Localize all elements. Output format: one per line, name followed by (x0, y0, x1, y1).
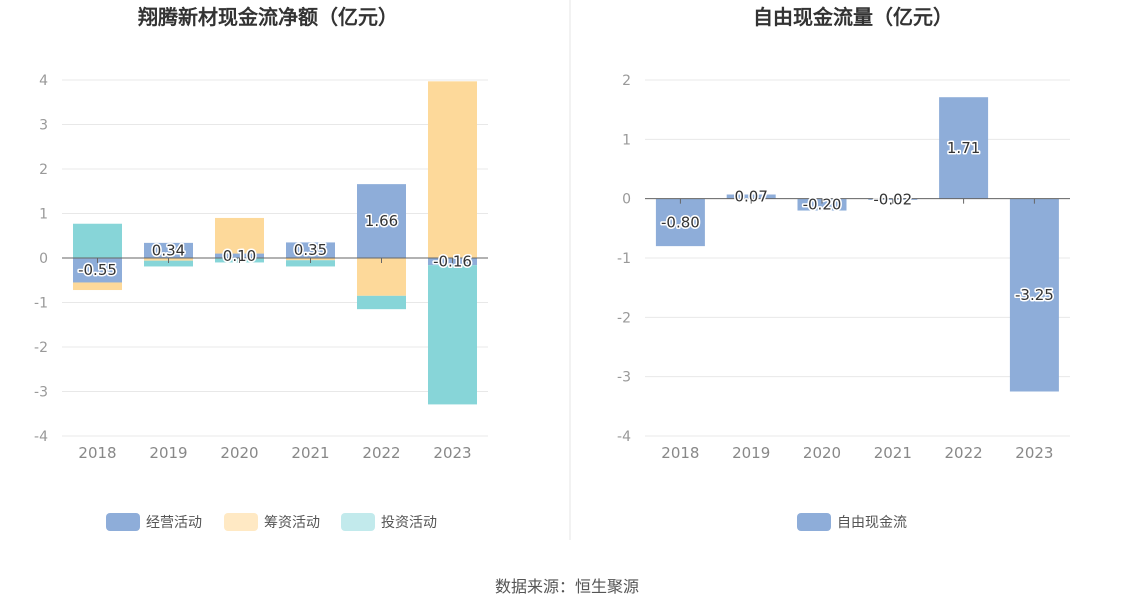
bar-2-2020[interactable] (215, 217, 264, 254)
free-cashflow-x-axis: 2018 2019 2020 2021 2022 2023 (661, 198, 1053, 462)
bar-1-2022[interactable] (939, 97, 989, 199)
bar-3-2018[interactable] (73, 223, 122, 258)
y-tick-label: 2 (622, 73, 631, 89)
x-tick-label: 2022 (945, 444, 983, 462)
bar-1-2019[interactable] (144, 242, 193, 258)
data-label: 0.35 (294, 241, 327, 259)
free-cashflow-data-labels: -0.800.07 -0.20 -0.021.71-3.25 (659, 137, 1055, 305)
x-tick-label: 2020 (803, 444, 841, 462)
x-tick-label: 2020 (220, 444, 258, 462)
free-cashflow-chart-title: 自由现金流量（亿元） (753, 5, 953, 29)
bar-1-2021[interactable] (286, 242, 335, 258)
y-tick-label: -3 (34, 385, 48, 401)
y-tick-label: -4 (34, 429, 48, 445)
free-cashflow-y-axis: 2 1 0 -1 -2 -3 -4 (617, 73, 631, 445)
bar-2-2023[interactable] (428, 81, 477, 259)
legend-swatch-operating (106, 513, 140, 531)
data-label: 1.71 (947, 139, 980, 157)
bar-2-2018[interactable] (73, 282, 122, 291)
bar-1-2019[interactable] (726, 194, 776, 199)
y-tick-label: 2 (39, 162, 48, 178)
legend-label-operating: 经营活动 (146, 515, 202, 531)
free-cashflow-chart: 自由现金流量（亿元） 210-1-2-3-4 -0.800.07 -0.20 -0.… (617, 5, 1070, 531)
bar-3-2019[interactable] (144, 260, 193, 267)
y-tick-label: 3 (39, 118, 48, 134)
bar-1-2023[interactable] (1009, 198, 1059, 392)
cashflow-net-bars (73, 81, 477, 405)
free-cashflow-grid (645, 79, 1070, 437)
free-cashflow-legend: 自由现金流 (797, 513, 907, 531)
y-tick-label: -3 (617, 370, 631, 386)
y-tick-label: -2 (617, 310, 631, 326)
y-tick-label: 0 (622, 192, 631, 208)
legend-item-free-cashflow[interactable]: 自由现金流 (797, 513, 907, 531)
data-label: -3.25 (1015, 286, 1054, 304)
legend-item-operating[interactable]: 经营活动 (106, 513, 202, 531)
data-source-note: 数据来源：恒生聚源 (495, 577, 639, 596)
x-tick-label: 2019 (149, 444, 187, 462)
y-tick-label: -1 (617, 251, 631, 267)
y-tick-label: -1 (34, 296, 48, 312)
y-tick-label: 0 (39, 251, 48, 267)
x-tick-label: 2018 (661, 444, 699, 462)
bar-3-2022[interactable] (357, 295, 406, 310)
cashflow-net-chart: 翔腾新材现金流净额（亿元） 4 3 2 1 0 -1 -2 -3 -4 -0.55 0.34 0.1… (34, 5, 488, 531)
x-tick-label: 2023 (433, 444, 471, 462)
data-label: 0.10 (223, 247, 256, 265)
bar-1-2020[interactable] (797, 198, 847, 211)
cashflow-net-y-axis: 4 3 2 1 0 -1 -2 -3 -4 (34, 73, 48, 445)
cashflow-net-x-axis: 2018 2019 2020 2021 2022 2023 (78, 258, 472, 462)
bar-1-2022[interactable] (357, 184, 406, 258)
cashflow-net-legend: 经营活动 筹资活动 投资活动 (106, 513, 437, 531)
x-tick-label: 2022 (362, 444, 400, 462)
bar-1-2018[interactable] (655, 198, 705, 247)
cashflow-net-chart-title: 翔腾新材现金流净额（亿元） (137, 5, 398, 29)
x-tick-label: 2018 (78, 444, 116, 462)
legend-item-financing[interactable]: 筹资活动 (224, 513, 320, 531)
bar-3-2021[interactable] (286, 260, 335, 267)
legend-item-investing[interactable]: 投资活动 (341, 513, 437, 531)
x-tick-label: 2021 (291, 444, 329, 462)
cashflow-net-data-labels: -0.550.34 0.10 0.351.66-0.16 (77, 211, 474, 281)
free-cashflow-bars (655, 97, 1059, 392)
legend-swatch-investing (341, 513, 375, 531)
legend-swatch-financing (224, 513, 258, 531)
bar-2-2022[interactable] (357, 258, 406, 296)
y-tick-label: -4 (617, 429, 631, 445)
data-label: 1.66 (365, 212, 398, 230)
legend-swatch-free-cashflow (797, 513, 831, 531)
x-tick-label: 2019 (732, 444, 770, 462)
bar-1-2020[interactable] (215, 253, 264, 258)
bar-3-2023[interactable] (428, 265, 477, 405)
legend-label-financing: 筹资活动 (264, 514, 320, 531)
x-tick-label: 2021 (874, 444, 912, 462)
data-label: -0.20 (803, 196, 842, 214)
y-tick-label: 1 (622, 132, 631, 148)
y-tick-label: 1 (39, 207, 48, 223)
y-tick-label: 4 (39, 73, 48, 89)
legend-label-free-cashflow: 自由现金流 (837, 515, 907, 531)
legend-label-investing: 投资活动 (381, 515, 437, 531)
data-label: 0.07 (734, 188, 767, 206)
x-tick-label: 2023 (1015, 444, 1053, 462)
data-label: -0.55 (78, 261, 117, 279)
data-label: 0.34 (152, 241, 185, 259)
data-label: -0.80 (661, 213, 700, 231)
y-tick-label: -2 (34, 340, 48, 356)
